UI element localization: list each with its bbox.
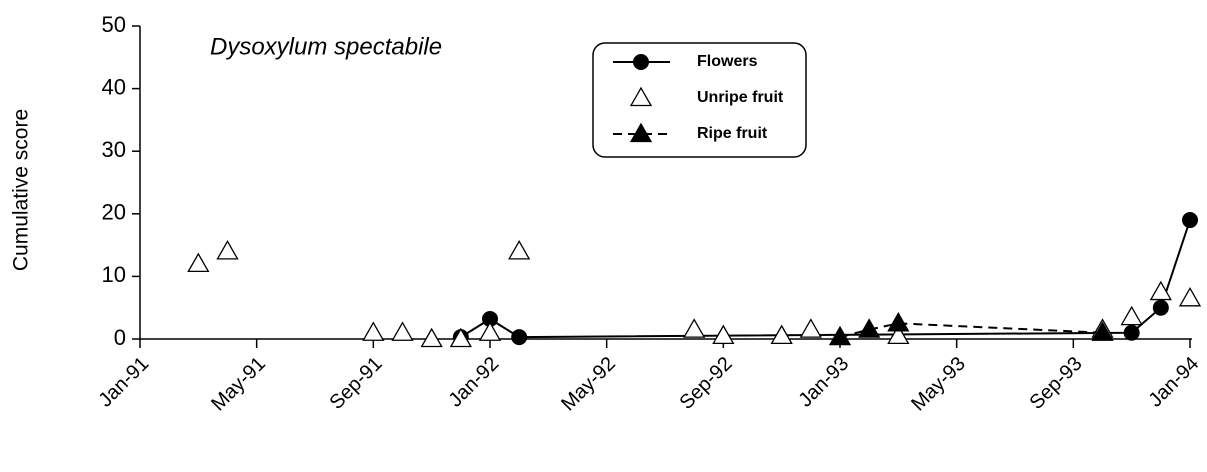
marker [216, 240, 239, 260]
marker [1152, 299, 1169, 316]
x-tick-label: Sep-91 [325, 353, 386, 414]
marker [511, 329, 528, 346]
marker [391, 321, 414, 341]
marker [799, 318, 822, 338]
marker [1178, 286, 1202, 307]
marker [683, 318, 706, 338]
y-tick-label: 20 [102, 200, 126, 225]
marker [1091, 321, 1114, 341]
y-tick-label: 50 [102, 12, 126, 37]
x-tick-label: Jan-92 [444, 353, 503, 412]
legend-label: Ripe fruit [697, 125, 768, 142]
legend-marker [633, 54, 649, 70]
legend-marker [629, 122, 653, 143]
legend: Flowers Unripe fruit Ripe fruit [592, 42, 807, 158]
x-tick-label: May-92 [557, 353, 620, 416]
series-line [839, 322, 1103, 339]
marker [887, 324, 910, 345]
y-axis-label: Cumulative score [10, 109, 33, 271]
y-tick-label: 10 [102, 262, 126, 287]
x-tick-label: May-93 [907, 353, 970, 416]
marker [1123, 324, 1140, 341]
marker [449, 327, 472, 348]
marker [1182, 212, 1198, 229]
legend-box [592, 42, 807, 158]
marker [482, 310, 498, 327]
x-tick-label: Jan-94 [1144, 353, 1203, 412]
y-tick-label: 0 [114, 325, 126, 350]
marker [770, 324, 793, 345]
series-line [460, 219, 1191, 339]
marker [828, 325, 852, 346]
marker [187, 252, 210, 273]
x-tick-label: May-91 [207, 353, 270, 416]
marker [1149, 280, 1172, 301]
marker [420, 327, 443, 348]
marker [858, 318, 881, 338]
marker [478, 321, 502, 341]
x-tick-label: Jan-93 [794, 353, 853, 412]
y-tick-label: 30 [102, 137, 126, 162]
marker [362, 321, 385, 341]
annotation: Dysoxylum spectabile [210, 33, 442, 60]
y-tick-label: 40 [102, 74, 126, 99]
legend-label: Unripe fruit [697, 89, 784, 106]
legend-marker [629, 86, 653, 107]
legend-label: Flowers [697, 53, 758, 70]
marker [887, 312, 910, 332]
x-tick-label: Sep-92 [675, 353, 736, 414]
marker [1120, 305, 1143, 326]
marker [712, 324, 735, 345]
marker [508, 240, 531, 260]
x-tick-label: Jan-91 [94, 353, 153, 412]
x-tick-label: Sep-93 [1025, 353, 1086, 414]
